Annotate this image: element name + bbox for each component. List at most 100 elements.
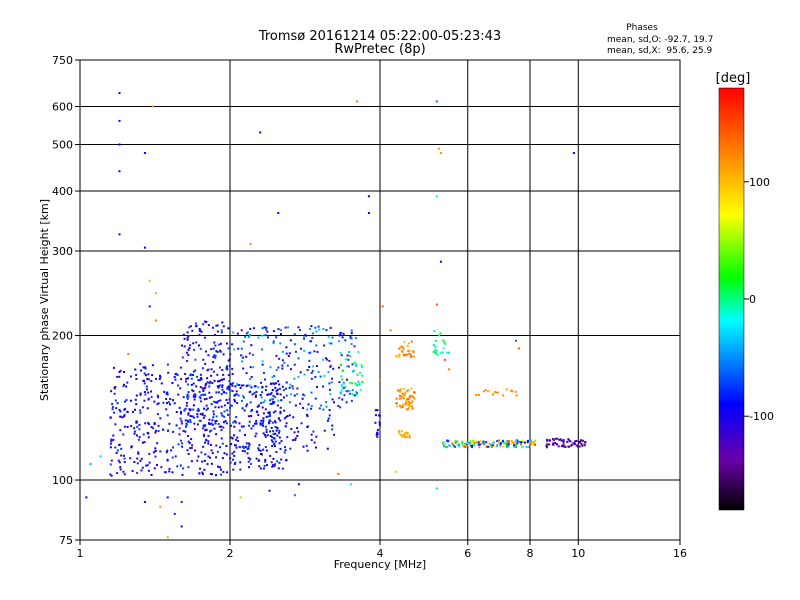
data-point: [199, 373, 202, 376]
data-point: [284, 446, 286, 449]
data-point: [285, 422, 288, 425]
data-point: [526, 441, 529, 444]
data-point: [270, 426, 273, 429]
data-point: [410, 387, 413, 390]
data-point: [168, 422, 171, 425]
data-point: [210, 449, 213, 452]
data-point: [157, 424, 160, 427]
data-point: [313, 441, 316, 444]
data-point: [278, 461, 281, 464]
data-point: [344, 339, 347, 342]
data-point: [395, 354, 398, 357]
data-point: [331, 377, 334, 380]
data-point: [221, 369, 224, 371]
data-point: [278, 436, 281, 439]
data-point: [293, 343, 296, 346]
data-point: [220, 429, 223, 432]
data-point: [350, 399, 353, 402]
data-point: [458, 443, 461, 446]
data-point: [270, 391, 273, 394]
data-point: [283, 417, 286, 420]
data-point: [253, 392, 256, 395]
data-point: [204, 424, 207, 427]
data-point: [292, 416, 295, 419]
data-point: [406, 433, 409, 435]
data-point: [214, 420, 217, 423]
data-point: [113, 392, 116, 395]
data-point: [248, 424, 250, 427]
data-point: [297, 430, 300, 433]
data-point: [150, 390, 152, 393]
data-point: [293, 431, 296, 434]
data-point: [155, 429, 157, 432]
data-point: [233, 420, 236, 423]
data-point: [338, 340, 340, 343]
data-point: [188, 326, 191, 329]
x-axis-label: Frequency [MHz]: [334, 558, 426, 571]
data-point: [215, 415, 218, 418]
data-point: [376, 435, 379, 438]
data-point: [584, 441, 587, 444]
data-point: [280, 458, 283, 461]
data-point: [231, 452, 234, 455]
data-point: [530, 439, 532, 442]
data-point: [261, 334, 264, 337]
data-point: [404, 432, 407, 435]
data-point: [389, 329, 392, 332]
data-point: [138, 436, 141, 439]
data-point: [251, 393, 254, 396]
data-point: [196, 413, 199, 415]
data-point: [496, 444, 499, 447]
data-point: [407, 352, 410, 355]
data-point: [478, 443, 481, 446]
x-tick-label: 2: [227, 547, 234, 560]
data-point: [407, 349, 410, 352]
data-point: [408, 402, 411, 405]
data-point: [141, 466, 144, 469]
data-point: [131, 470, 134, 472]
data-point: [205, 382, 207, 385]
data-point: [237, 347, 240, 350]
data-point: [137, 438, 140, 441]
data-point: [205, 350, 207, 353]
data-point: [337, 472, 340, 475]
data-point: [511, 390, 514, 393]
data-point: [219, 350, 222, 353]
data-point: [556, 437, 559, 440]
data-point: [220, 331, 223, 334]
data-point: [260, 381, 262, 384]
data-point: [275, 368, 278, 371]
data-point: [264, 458, 267, 461]
data-point: [246, 403, 249, 406]
data-point: [123, 383, 125, 386]
data-point: [487, 445, 490, 448]
data-point: [123, 461, 126, 463]
data-point: [209, 456, 211, 459]
data-point: [189, 344, 192, 347]
data-point: [202, 427, 205, 430]
data-point: [279, 329, 282, 332]
data-point: [277, 328, 280, 331]
data-point: [223, 452, 226, 455]
data-point: [125, 385, 128, 388]
data-point: [346, 378, 348, 381]
data-point: [498, 441, 500, 444]
data-point: [216, 373, 219, 376]
data-point: [222, 426, 225, 429]
data-point: [276, 434, 279, 437]
data-point: [247, 447, 250, 450]
data-point: [174, 378, 177, 381]
data-point: [240, 400, 243, 402]
data-point: [265, 326, 268, 329]
data-point: [166, 496, 169, 499]
data-point: [433, 330, 436, 332]
data-point: [166, 536, 169, 539]
data-point: [303, 373, 306, 376]
data-point: [124, 400, 126, 403]
data-point: [289, 339, 292, 342]
data-point: [295, 350, 297, 353]
data-point: [435, 100, 438, 103]
data-point: [569, 440, 572, 443]
data-point: [281, 364, 284, 367]
data-point: [287, 326, 289, 329]
